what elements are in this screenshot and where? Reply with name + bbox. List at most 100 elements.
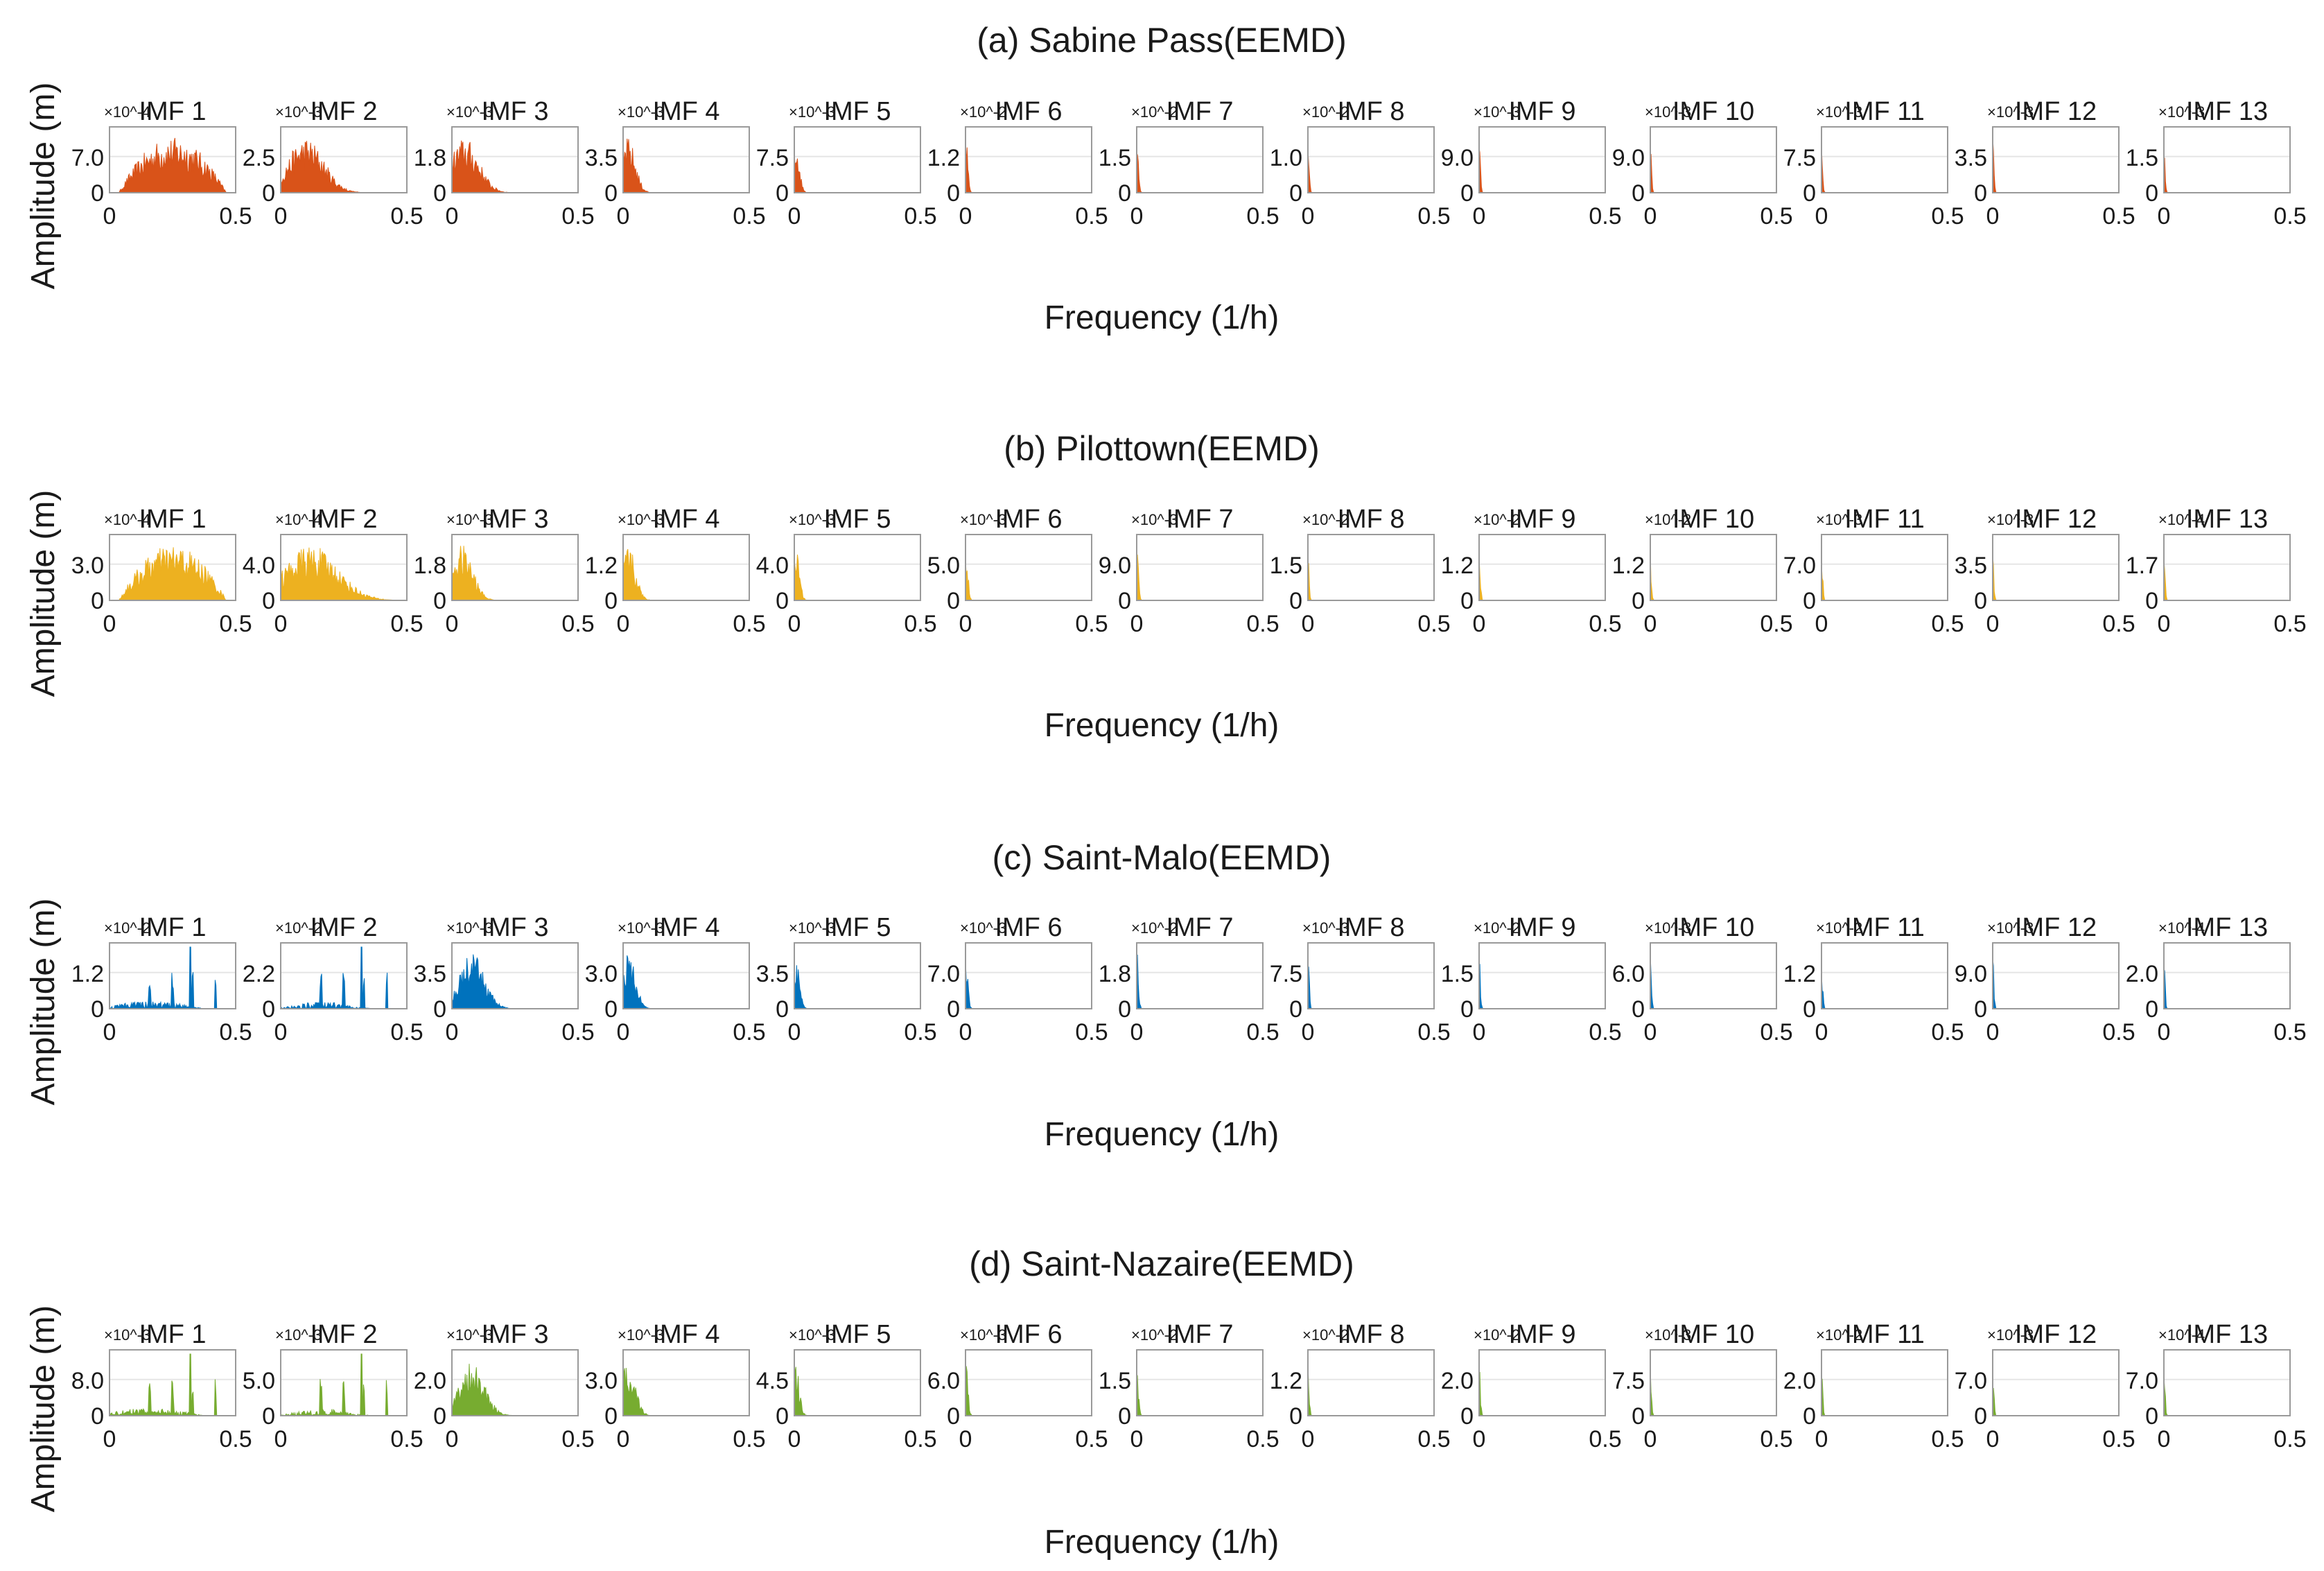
y-tick-label-zero: 0: [433, 180, 446, 207]
spectrum-area: [451, 954, 578, 1009]
y-exponent-label: ×10^-2: [960, 103, 1006, 121]
y-exponent-label: ×10^-3: [1987, 919, 2034, 937]
subplot-imf-2: IMF 2×10^-4 4.0 00 0.5: [243, 505, 423, 637]
y-exponent-label: ×10^-2: [1131, 919, 1178, 937]
spectrum-area: [1136, 954, 1263, 1009]
subplot-title: IMF 5: [823, 1320, 891, 1349]
x-tick-label: 0.5: [2273, 1426, 2306, 1452]
chart-row-2: (b) Pilottown(EEMD) Frequency (1/h) Amplit…: [25, 429, 2307, 744]
x-tick-label: 0: [103, 1019, 116, 1045]
x-tick-label: 0: [617, 1019, 630, 1045]
y-exponent-label: ×10^-4: [104, 103, 150, 121]
subplot-title: IMF 9: [1508, 505, 1575, 534]
y-tick-label: 5.0: [243, 1368, 275, 1394]
subplot-title: IMF 9: [1508, 1320, 1575, 1349]
x-tick-label: 0: [959, 611, 972, 637]
spectrum-area: [1992, 1387, 2119, 1416]
axes-box: [109, 942, 236, 1009]
subplot-imf-11: IMF 11×10^-3 7.0 00 0.5: [1783, 505, 1964, 637]
x-tick-label: 0.5: [2273, 611, 2306, 637]
spectrum-area: [451, 1364, 578, 1416]
y-tick-label-zero: 0: [2145, 180, 2158, 207]
spectrum-area: [280, 547, 408, 601]
y-exponent-label: ×10^-3: [1816, 511, 1862, 528]
y-tick-label-zero: 0: [1803, 1403, 1816, 1430]
y-exponent-label: ×10^-4: [2158, 919, 2205, 937]
y-axis-label: Amplitude (m): [25, 83, 62, 290]
y-exponent-label: ×10^-3: [789, 1326, 835, 1344]
x-tick-label: 0: [1644, 203, 1657, 229]
axes-box: [109, 534, 236, 601]
y-tick-label: 1.2: [927, 145, 960, 171]
subplot-title: IMF 12: [2015, 913, 2097, 942]
subplot-title: IMF 8: [1337, 97, 1404, 126]
x-tick-label: 0: [959, 1426, 972, 1452]
subplot-title: IMF 13: [2186, 97, 2268, 126]
x-tick-label: 0: [274, 611, 288, 637]
subplot-title: IMF 11: [1844, 913, 1924, 942]
y-tick-label: 4.0: [756, 553, 789, 579]
axes-box: [1992, 534, 2120, 601]
y-tick-label: 9.0: [1441, 145, 1474, 171]
y-tick-label-zero: 0: [1118, 180, 1131, 207]
axes-box: [1307, 942, 1435, 1009]
axes-box: [2163, 1349, 2291, 1416]
subplot-title: IMF 12: [2015, 505, 2097, 534]
subplot-title: IMF 3: [481, 913, 548, 942]
x-tick-label: 0: [274, 1019, 288, 1045]
y-tick-label: 9.0: [1612, 145, 1645, 171]
y-exponent-label: ×10^-2: [1474, 511, 1520, 528]
subplot-imf-6: IMF 6×10^-3 7.0 00 0.5: [927, 913, 1108, 1045]
subplot-title: IMF 11: [1844, 97, 1924, 126]
y-tick-label-zero: 0: [1118, 996, 1131, 1023]
subplot-imf-8: IMF 8×10^-3 7.5 00 0.5: [1270, 913, 1451, 1045]
x-tick-label: 0.5: [733, 611, 765, 637]
spectrum-area: [622, 548, 749, 601]
axes-box: [280, 1349, 408, 1416]
x-tick-label: 0: [446, 1426, 459, 1452]
spectrum-area: [451, 546, 578, 601]
y-tick-label-zero: 0: [947, 588, 960, 614]
spectrum-area: [110, 547, 236, 601]
x-tick-label: 0.5: [1931, 611, 1964, 637]
spectrum-area: [280, 1353, 407, 1417]
axes-box: [794, 942, 921, 1009]
subplot-title: IMF 5: [823, 505, 891, 534]
y-exponent-label: ×10^-2: [1474, 919, 1520, 937]
x-tick-label: 0.5: [733, 1426, 765, 1452]
x-tick-label: 0.5: [1417, 203, 1450, 229]
y-exponent-label: ×10^-3: [446, 103, 493, 121]
axes-box: [1307, 1349, 1435, 1416]
subplot-title: IMF 8: [1337, 1320, 1404, 1349]
subplot-imf-5: IMF 5×10^-3 3.5 00 0.5: [756, 913, 937, 1045]
subplot-title: IMF 4: [652, 1320, 719, 1349]
y-tick-label: 4.0: [243, 553, 275, 579]
axes-box: [1478, 534, 1606, 601]
axes-box: [1650, 534, 1777, 601]
y-exponent-label: ×10^-3: [960, 919, 1006, 937]
axes-box: [1478, 1349, 1606, 1416]
x-tick-label: 0.5: [1589, 611, 1621, 637]
subplot-imf-4: IMF 4×10^-3 3.0 00 0.5: [585, 913, 766, 1045]
spectrum-area: [110, 137, 236, 193]
axes-box: [1136, 126, 1264, 193]
spectrum-area: [1136, 554, 1263, 601]
chart-title: (c) Saint-Malo(EEMD): [993, 838, 1331, 877]
x-axis-label: Frequency (1/h): [1045, 300, 1279, 336]
x-tick-label: 0: [1130, 611, 1144, 637]
subplot-title: IMF 1: [139, 913, 206, 942]
x-axis-label: Frequency (1/h): [1045, 1116, 1279, 1153]
y-exponent-label: ×10^-3: [1987, 511, 2034, 528]
subplot-title: IMF 13: [2186, 505, 2268, 534]
y-tick-label: 1.5: [2126, 145, 2158, 171]
x-tick-label: 0: [1473, 1426, 1486, 1452]
chart-row-3: (c) Saint-Malo(EEMD) Frequency (1/h) Ampli…: [25, 838, 2307, 1153]
x-tick-label: 0: [788, 611, 801, 637]
y-tick-label-zero: 0: [1460, 1403, 1474, 1430]
subplot-title: IMF 3: [481, 505, 548, 534]
y-tick-label: 5.0: [927, 553, 960, 579]
x-tick-label: 0.5: [904, 611, 936, 637]
subplot-imf-13: IMF 13×10^-4 7.0 00 0.5: [2126, 1320, 2307, 1452]
axes-box: [622, 534, 750, 601]
subplot-title: IMF 10: [1672, 505, 1754, 534]
